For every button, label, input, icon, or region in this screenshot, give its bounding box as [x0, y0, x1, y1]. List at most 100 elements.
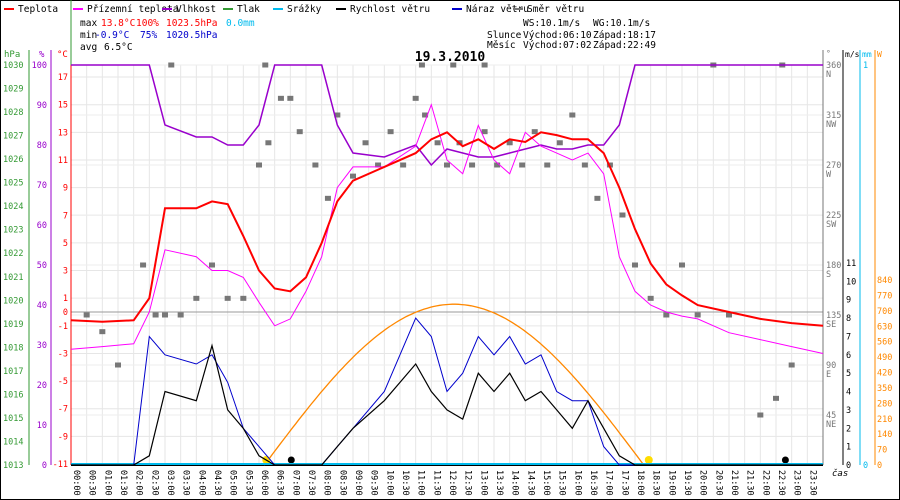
press-tick: 1024 — [3, 202, 23, 212]
wind-dir-point — [115, 362, 121, 368]
rain-tick: 1 — [863, 61, 868, 71]
wind-dir-point — [400, 162, 407, 168]
hum-tick: 90 — [37, 101, 47, 111]
wind-dir-point — [531, 129, 538, 135]
solar-tick: 350 — [877, 384, 892, 394]
wind-dir-point — [193, 295, 200, 301]
wind-dir-point — [481, 129, 488, 135]
stat-min-temp: -0.9°C — [95, 30, 129, 41]
legend-label-0: Teplota — [18, 4, 58, 15]
wind-dir-point — [375, 162, 382, 168]
dir-tick-compass: NE — [826, 420, 836, 430]
press-tick: 1026 — [3, 155, 23, 165]
temp-tick: -1 — [58, 322, 68, 332]
hum-tick: 40 — [37, 301, 47, 311]
hum-tick: 50 — [37, 261, 47, 271]
dir-tick-compass: E — [826, 370, 831, 380]
legend-label-2: Vlhkost — [176, 4, 216, 15]
press-tick: 1020 — [3, 296, 23, 306]
wind-dir-point — [177, 312, 184, 318]
temp-tick: 3 — [63, 267, 68, 277]
wind-dir-point — [287, 95, 294, 101]
x-tick-label: 23:00 — [792, 470, 802, 496]
dir-tick: 315 — [826, 111, 841, 121]
x-tick-label: 16:30 — [588, 470, 598, 496]
wind-dir-point — [312, 162, 319, 168]
wind-tick: 6 — [846, 351, 851, 361]
wind-dir-point — [663, 312, 670, 318]
x-tick-label: 14:30 — [525, 470, 535, 496]
info-sun-set: Západ:18:17 — [593, 30, 656, 41]
wind-dir-point — [632, 262, 638, 268]
series-přízemní-teplota — [70, 103, 824, 354]
x-tick-label: 04:30 — [212, 470, 222, 496]
wind-dir-point — [619, 212, 626, 218]
hum-tick: 30 — [37, 341, 47, 351]
legend-label-3: Tlak — [237, 4, 260, 15]
wind-dir-point — [444, 162, 450, 168]
dir-tick: 270 — [826, 161, 841, 171]
wind-dir-point — [262, 62, 269, 68]
stat-max-label: max — [80, 18, 97, 29]
press-unit: hPa — [4, 50, 20, 60]
temp-tick: 5 — [63, 239, 68, 249]
info-wg: WG:10.1m/s — [593, 18, 650, 29]
solar-tick: 210 — [877, 415, 892, 425]
x-tick-label: 09:30 — [369, 470, 379, 496]
legend-label-6: Náraz větru — [466, 4, 529, 15]
x-tick-label: 00:30 — [87, 470, 97, 496]
x-tick-label: 22:30 — [776, 470, 786, 496]
stats-block: max 13.8°C 100% 1023.5hPa 0.0mm min -0.9… — [80, 18, 255, 53]
temp-tick: -9 — [58, 432, 68, 442]
x-tick-label: 15:30 — [557, 470, 567, 496]
press-tick: 1013 — [3, 461, 23, 471]
wind-dir-point — [422, 112, 429, 118]
temp-tick: 17 — [58, 73, 68, 83]
x-tick-label: 07:30 — [306, 470, 316, 496]
x-tick-label: 01:30 — [118, 470, 128, 496]
legend-label-5: Rychlost větru — [350, 4, 430, 15]
x-tick-label: 05:00 — [228, 470, 238, 496]
x-tick-label: 03:30 — [181, 470, 191, 496]
info-ws: WS:10.1m/s — [523, 18, 580, 29]
hum-tick: 10 — [37, 421, 47, 431]
wind-dir-point — [168, 62, 175, 68]
wind-dir-point — [224, 295, 231, 301]
sunset-marker — [644, 456, 653, 464]
wind-dir-point — [434, 140, 441, 146]
x-axis-label: čas — [832, 468, 848, 479]
wind-tick: 11 — [846, 259, 856, 269]
dir-tick: 225 — [826, 211, 841, 221]
dir-tick-compass: S — [826, 270, 831, 280]
wind-dir-point — [418, 62, 425, 68]
press-tick: 1027 — [3, 132, 23, 142]
wind-dir-point — [412, 95, 419, 101]
dir-tick: 360 — [826, 61, 841, 71]
temp-tick: -11 — [53, 460, 68, 470]
info-moon-label: Měsíc — [487, 40, 516, 51]
dir-tick: 180 — [826, 261, 841, 271]
wind-dir-point — [581, 162, 588, 168]
info-sun-label: Slunce — [487, 30, 522, 41]
x-tick-label: 13:00 — [478, 470, 488, 496]
temp-tick: 0 — [63, 308, 68, 318]
wind-dir-point — [83, 312, 90, 318]
temp-tick: 7 — [63, 211, 68, 221]
solar-tick: 560 — [877, 338, 892, 348]
wind-dir-point — [469, 162, 476, 168]
wind-dir-point — [277, 95, 284, 101]
info-sun-rise: Východ:06:10 — [523, 30, 592, 41]
solar-tick: 840 — [877, 276, 892, 286]
stat-min-hum: 75% — [140, 30, 157, 41]
legend-label-1: Přízemní teplota — [87, 4, 179, 15]
x-tick-label: 12:00 — [447, 470, 457, 496]
solar-tick: 420 — [877, 369, 892, 379]
x-tick-label: 03:00 — [165, 470, 175, 496]
press-tick: 1025 — [3, 179, 23, 189]
dir-unit: ° — [826, 49, 831, 58]
rain-tick: 0 — [863, 461, 868, 471]
x-tick-label: 11:00 — [416, 470, 426, 496]
wind-dir-point — [140, 262, 147, 268]
x-tick-label: 10:00 — [384, 470, 394, 496]
